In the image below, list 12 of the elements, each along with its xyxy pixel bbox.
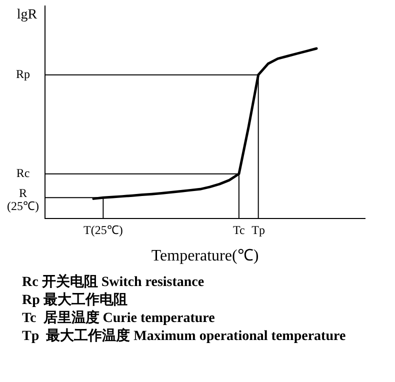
ref-line-label: Rp xyxy=(16,66,30,81)
x-axis-title: Temperature(℃) xyxy=(151,248,259,265)
text: Rc 开关电阻 Switch resistance xyxy=(22,274,206,292)
text: Tp 最大工作温度 Maximum operational temperature xyxy=(22,328,347,346)
x-tick-label: Tc xyxy=(233,222,245,237)
ref-line-label: Rc xyxy=(16,166,30,180)
y-axis-title: lgR xyxy=(16,8,38,23)
ref-line-label: R (25℃) xyxy=(7,186,39,213)
x-tick-label: Tp xyxy=(252,222,266,237)
text: Tc 居里温度 Curie temperature xyxy=(22,310,216,328)
x-tick-label: T(25℃) xyxy=(84,222,123,237)
text: Rp 最大工作电阻 xyxy=(22,292,128,310)
